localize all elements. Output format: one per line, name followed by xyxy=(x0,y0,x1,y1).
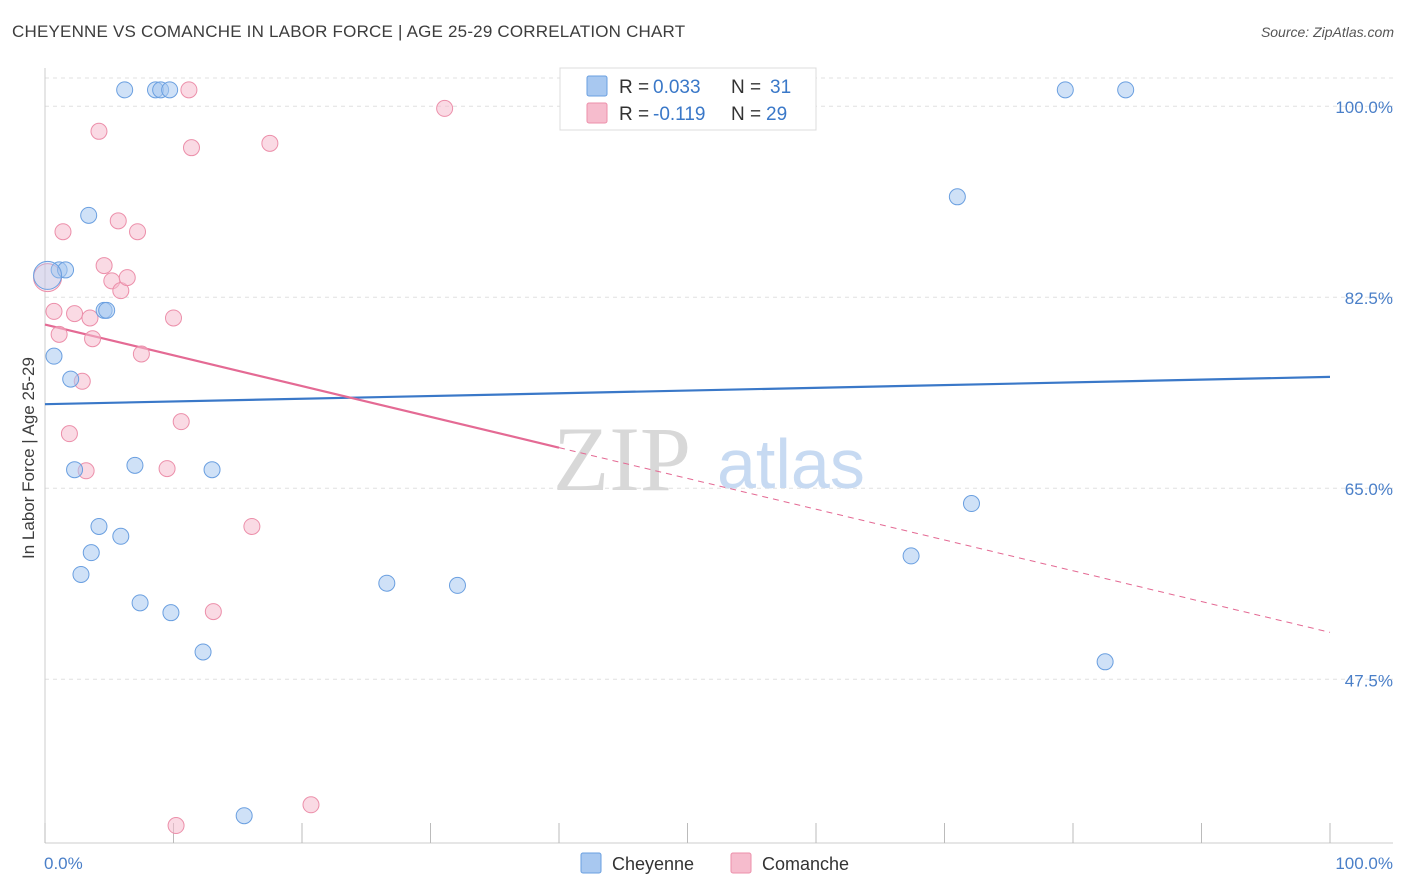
comanche-point xyxy=(158,460,176,478)
cheyenne-point xyxy=(161,81,179,99)
cheyenne-point xyxy=(235,807,253,825)
legend-cheyenne-swatch xyxy=(586,75,608,97)
legend-comanche-r-value: -0.119 xyxy=(653,104,705,125)
cheyenne-point xyxy=(902,547,920,565)
y-tick-labels: 47.5% 65.0% 82.5% 100.0% xyxy=(1335,98,1393,690)
comanche-trend-line-extension xyxy=(558,447,1331,633)
legend-cheyenne-n-value: 31 xyxy=(770,77,791,98)
comanche-point xyxy=(109,212,127,230)
cheyenne-point xyxy=(131,594,149,612)
legend-bottom-comanche-label: Comanche xyxy=(762,854,849,874)
y-tick-label: 65.0% xyxy=(1345,480,1393,499)
y-axis-label: In Labor Force | Age 25-29 xyxy=(19,357,38,559)
comanche-point xyxy=(182,139,200,157)
cheyenne-point xyxy=(162,604,180,622)
cheyenne-point xyxy=(962,495,980,513)
cheyenne-point xyxy=(948,188,966,206)
source-label: Source: ZipAtlas.com xyxy=(1260,24,1394,40)
comanche-point xyxy=(95,257,113,275)
comanche-point xyxy=(180,81,198,99)
cheyenne-point xyxy=(1056,81,1074,99)
comanche-point xyxy=(302,796,320,814)
cheyenne-point xyxy=(1117,81,1135,99)
cheyenne-point xyxy=(33,260,63,290)
comanche-point xyxy=(66,305,84,323)
cheyenne-point xyxy=(80,206,98,224)
comanche-point xyxy=(261,134,279,152)
cheyenne-point xyxy=(194,643,212,661)
watermark-atlas: atlas xyxy=(717,425,865,503)
comanche-point xyxy=(167,817,185,835)
x-tick-label-max: 100.0% xyxy=(1335,854,1393,873)
cheyenne-point xyxy=(62,370,80,388)
axes xyxy=(44,68,1393,844)
cheyenne-point xyxy=(1096,653,1114,671)
cheyenne-point xyxy=(448,576,466,594)
cheyenne-point xyxy=(112,527,130,545)
y-tick-label: 47.5% xyxy=(1345,671,1393,690)
comanche-point xyxy=(54,223,72,241)
cheyenne-point xyxy=(45,347,63,365)
chart-title: CHEYENNE VS COMANCHE IN LABOR FORCE | AG… xyxy=(12,22,686,41)
cheyenne-point xyxy=(90,517,108,535)
comanche-point xyxy=(81,309,99,327)
cheyenne-point xyxy=(203,461,221,479)
cheyenne-point xyxy=(378,574,396,592)
comanche-point xyxy=(132,345,150,363)
y-tick-label: 100.0% xyxy=(1335,98,1393,117)
x-tick-label-min: 0.0% xyxy=(44,854,83,873)
trend-lines xyxy=(44,323,1331,633)
comanche-point xyxy=(84,330,102,348)
comanche-point xyxy=(204,603,222,621)
cheyenne-point xyxy=(82,544,100,562)
legend-comanche-r-label: R = xyxy=(619,104,649,125)
comanche-point xyxy=(165,309,182,327)
y-tick-label: 82.5% xyxy=(1345,289,1393,308)
legend-comanche-swatch xyxy=(586,102,608,124)
comanche-point xyxy=(129,223,147,241)
cheyenne-point xyxy=(66,461,84,479)
legend-cheyenne-n-label: N = xyxy=(731,77,761,98)
watermark: ZIP atlas xyxy=(553,408,865,510)
cheyenne-trend-line xyxy=(44,375,1331,406)
comanche-point xyxy=(243,517,261,535)
cheyenne-point xyxy=(98,301,116,319)
grid-lines xyxy=(45,77,1393,680)
legend-cheyenne-r-label: R = xyxy=(619,77,649,98)
cheyenne-point xyxy=(116,81,134,99)
legend-cheyenne-r-value: 0.033 xyxy=(653,77,701,98)
legend-comanche-n-label: N = xyxy=(731,104,761,125)
legend-bottom-cheyenne-swatch xyxy=(580,852,602,874)
legend-bottom: Cheyenne Comanche xyxy=(580,852,849,874)
comanche-point xyxy=(172,413,190,431)
comanche-point xyxy=(118,269,136,287)
comanche-point xyxy=(50,325,68,343)
comanche-trend-line xyxy=(44,323,560,449)
cheyenne-point xyxy=(72,565,90,583)
legend-bottom-comanche-swatch xyxy=(730,852,752,874)
comanche-point xyxy=(45,302,63,320)
legend-comanche-n-value: 29 xyxy=(766,104,787,125)
cheyenne-point xyxy=(126,456,144,474)
watermark-zip: ZIP xyxy=(553,408,691,510)
data-points xyxy=(33,81,1135,835)
legend-top: R = 0.033 N = 31 R = -0.119 N = 29 xyxy=(559,67,817,131)
comanche-point xyxy=(436,99,454,117)
legend-bottom-cheyenne-label: Cheyenne xyxy=(612,854,694,874)
comanche-point xyxy=(60,425,78,443)
comanche-point xyxy=(90,122,108,140)
